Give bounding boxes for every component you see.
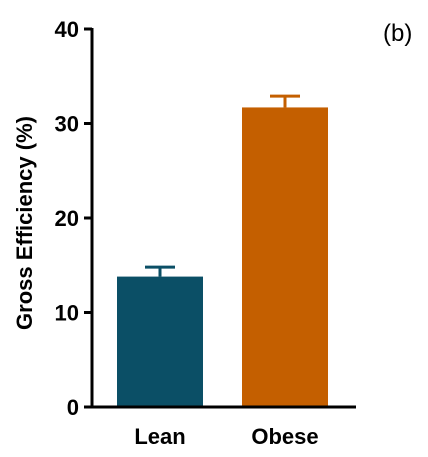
y-axis-title: Gross Efficiency (%) xyxy=(12,116,37,330)
y-tick-label: 10 xyxy=(55,301,79,326)
y-ticks-layer: 0 10 20 30 40 xyxy=(55,17,92,420)
x-tick-label-obese: Obese xyxy=(251,424,318,449)
x-tick-labels-layer: Lean Obese xyxy=(134,424,318,449)
y-tick-label: 0 xyxy=(67,395,79,420)
panel-label: (b) xyxy=(383,20,412,47)
y-tick-label: 20 xyxy=(55,206,79,231)
bar-lean xyxy=(117,276,203,407)
y-tick-label: 40 xyxy=(55,17,79,42)
x-tick-label-lean: Lean xyxy=(134,424,185,449)
bars-layer xyxy=(117,107,328,407)
bar-obese xyxy=(242,107,328,407)
error-bars-layer xyxy=(145,94,300,277)
y-tick-label: 30 xyxy=(55,112,79,137)
